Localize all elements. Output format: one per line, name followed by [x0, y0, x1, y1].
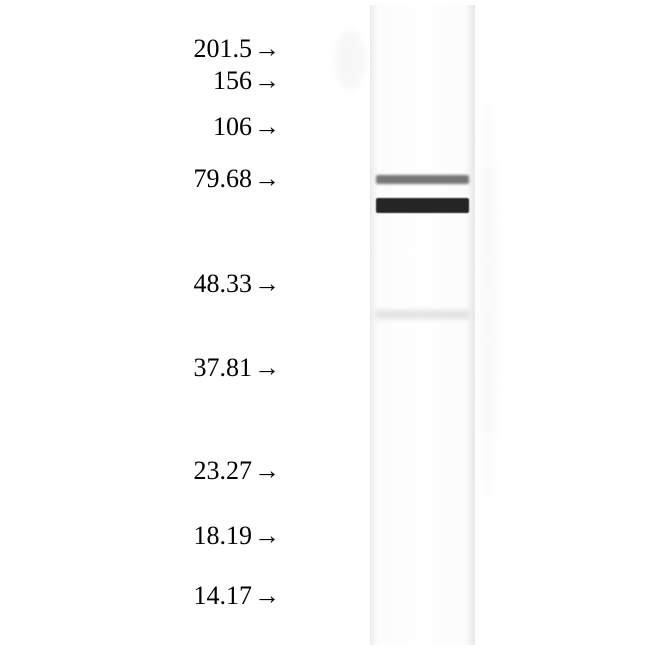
- arrow-icon: →: [254, 164, 280, 194]
- lane-edge-shadow: [466, 5, 474, 645]
- arrow-icon: →: [254, 34, 280, 64]
- arrow-icon: →: [254, 112, 280, 142]
- lane-edge-shadow: [371, 5, 379, 645]
- arrow-icon: →: [254, 521, 280, 551]
- protein-band-upper: [376, 175, 469, 184]
- marker-label-156: 156 →: [213, 66, 280, 96]
- arrow-icon: →: [254, 581, 280, 611]
- marker-label-14: 14.17 →: [194, 581, 281, 611]
- membrane-smudge: [478, 100, 498, 500]
- marker-label-201: 201.5 →: [194, 34, 281, 64]
- marker-label-79: 79.68 →: [194, 164, 281, 194]
- blot-lane: [370, 5, 475, 645]
- marker-text: 156: [213, 66, 252, 96]
- marker-label-23: 23.27 →: [194, 456, 281, 486]
- marker-text: 48.33: [194, 269, 253, 299]
- marker-label-48: 48.33 →: [194, 269, 281, 299]
- marker-text: 201.5: [194, 34, 253, 64]
- marker-text: 79.68: [194, 164, 253, 194]
- marker-label-106: 106 →: [213, 112, 280, 142]
- marker-text: 37.81: [194, 353, 253, 383]
- protein-band-faint: [376, 310, 469, 319]
- arrow-icon: →: [254, 269, 280, 299]
- arrow-icon: →: [254, 456, 280, 486]
- marker-label-37: 37.81 →: [194, 353, 281, 383]
- marker-label-18: 18.19 →: [194, 521, 281, 551]
- western-blot-image: 201.5 → 156 → 106 → 79.68 → 48.33 → 37.8…: [0, 0, 650, 650]
- arrow-icon: →: [254, 353, 280, 383]
- marker-text: 23.27: [194, 456, 253, 486]
- protein-band-main: [376, 198, 469, 213]
- marker-text: 106: [213, 112, 252, 142]
- marker-text: 18.19: [194, 521, 253, 551]
- marker-text: 14.17: [194, 581, 253, 611]
- arrow-icon: →: [254, 66, 280, 96]
- membrane-smudge: [335, 30, 365, 90]
